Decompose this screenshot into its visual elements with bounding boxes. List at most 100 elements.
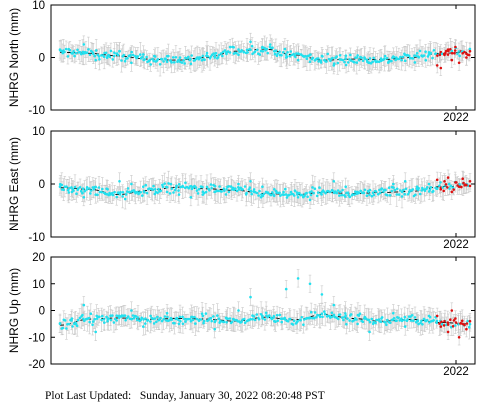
data-point bbox=[170, 318, 174, 321]
data-point bbox=[216, 314, 219, 317]
data-point bbox=[375, 318, 378, 322]
data-point bbox=[392, 317, 396, 320]
data-point bbox=[65, 185, 68, 188]
data-point bbox=[346, 317, 349, 320]
data-point bbox=[183, 317, 186, 321]
recent-data-point bbox=[452, 319, 456, 322]
data-point bbox=[219, 52, 223, 55]
data-point bbox=[320, 54, 324, 58]
y-axis-label: NHRG Up (mm) bbox=[7, 268, 21, 353]
data-point bbox=[379, 320, 383, 324]
data-point bbox=[466, 319, 470, 323]
data-point bbox=[149, 314, 152, 318]
data-point bbox=[120, 59, 123, 62]
data-point bbox=[332, 180, 336, 183]
data-point bbox=[404, 187, 408, 191]
data-point bbox=[107, 317, 110, 320]
recent-data-point bbox=[444, 183, 448, 186]
data-point bbox=[344, 57, 348, 60]
data-point bbox=[316, 191, 320, 194]
data-point bbox=[201, 193, 205, 196]
data-point bbox=[368, 330, 371, 334]
data-point bbox=[181, 322, 185, 326]
data-point bbox=[386, 193, 389, 197]
data-point bbox=[268, 314, 271, 317]
data-point bbox=[152, 59, 155, 63]
data-point bbox=[332, 64, 336, 67]
data-point bbox=[353, 193, 356, 196]
data-point bbox=[296, 58, 300, 62]
data-point bbox=[427, 51, 431, 54]
data-point bbox=[261, 194, 265, 198]
data-point bbox=[172, 191, 175, 194]
panel-3: -20 -10 0 10 20 2022 NHRG Up (mm) bbox=[7, 252, 476, 378]
data-point bbox=[167, 54, 170, 58]
data-point bbox=[94, 185, 97, 189]
data-point bbox=[261, 185, 264, 188]
data-point bbox=[80, 189, 83, 193]
recent-data-point bbox=[468, 49, 472, 53]
data-point bbox=[468, 325, 471, 329]
data-point bbox=[165, 186, 169, 189]
data-point bbox=[199, 318, 203, 321]
data-point bbox=[222, 320, 226, 324]
recent-data-point bbox=[461, 322, 465, 326]
data-point bbox=[412, 319, 415, 323]
data-point bbox=[313, 187, 317, 190]
data-point bbox=[400, 190, 404, 194]
data-point bbox=[63, 50, 66, 54]
data-point bbox=[251, 52, 254, 56]
data-point bbox=[406, 318, 409, 321]
data-point bbox=[171, 56, 175, 59]
data-point bbox=[337, 317, 340, 321]
data-point bbox=[368, 320, 372, 324]
data-point bbox=[161, 185, 165, 189]
data-point bbox=[388, 321, 392, 325]
recent-data-point bbox=[454, 45, 457, 49]
data-point bbox=[155, 320, 158, 324]
data-point bbox=[380, 317, 383, 320]
data-point bbox=[400, 195, 404, 198]
data-point bbox=[174, 56, 178, 59]
data-point bbox=[105, 315, 108, 319]
data-point bbox=[213, 190, 216, 194]
data-point bbox=[343, 60, 346, 64]
data-point bbox=[266, 51, 270, 55]
data-point bbox=[85, 186, 89, 189]
data-point bbox=[111, 193, 115, 197]
data-point bbox=[308, 60, 312, 63]
data-point bbox=[92, 52, 95, 55]
data-point bbox=[100, 318, 103, 322]
data-point bbox=[142, 185, 145, 188]
data-point bbox=[371, 60, 374, 63]
data-point bbox=[338, 194, 341, 197]
data-point bbox=[399, 55, 402, 59]
data-point bbox=[164, 58, 168, 61]
data-point bbox=[160, 57, 164, 61]
data-point bbox=[262, 192, 266, 196]
data-point bbox=[166, 315, 169, 319]
data-point bbox=[349, 53, 352, 57]
data-point bbox=[299, 318, 302, 322]
data-point bbox=[156, 58, 160, 61]
recent-data-point bbox=[435, 178, 439, 182]
data-point bbox=[250, 44, 254, 48]
recent-data-point bbox=[457, 61, 461, 65]
data-point bbox=[425, 318, 429, 322]
data-point bbox=[427, 314, 431, 318]
data-point bbox=[70, 52, 74, 55]
data-point bbox=[336, 189, 340, 192]
data-point bbox=[209, 183, 213, 186]
data-point bbox=[317, 60, 321, 63]
data-point bbox=[295, 191, 299, 194]
data-point bbox=[156, 315, 159, 319]
data-point bbox=[106, 54, 109, 58]
data-point bbox=[130, 50, 133, 54]
data-point bbox=[312, 316, 316, 320]
data-point bbox=[116, 53, 120, 57]
recent-data-point bbox=[465, 183, 468, 187]
data-point bbox=[331, 189, 335, 193]
data-point bbox=[162, 60, 165, 63]
recent-data-point bbox=[454, 181, 457, 184]
data-point bbox=[204, 190, 208, 194]
